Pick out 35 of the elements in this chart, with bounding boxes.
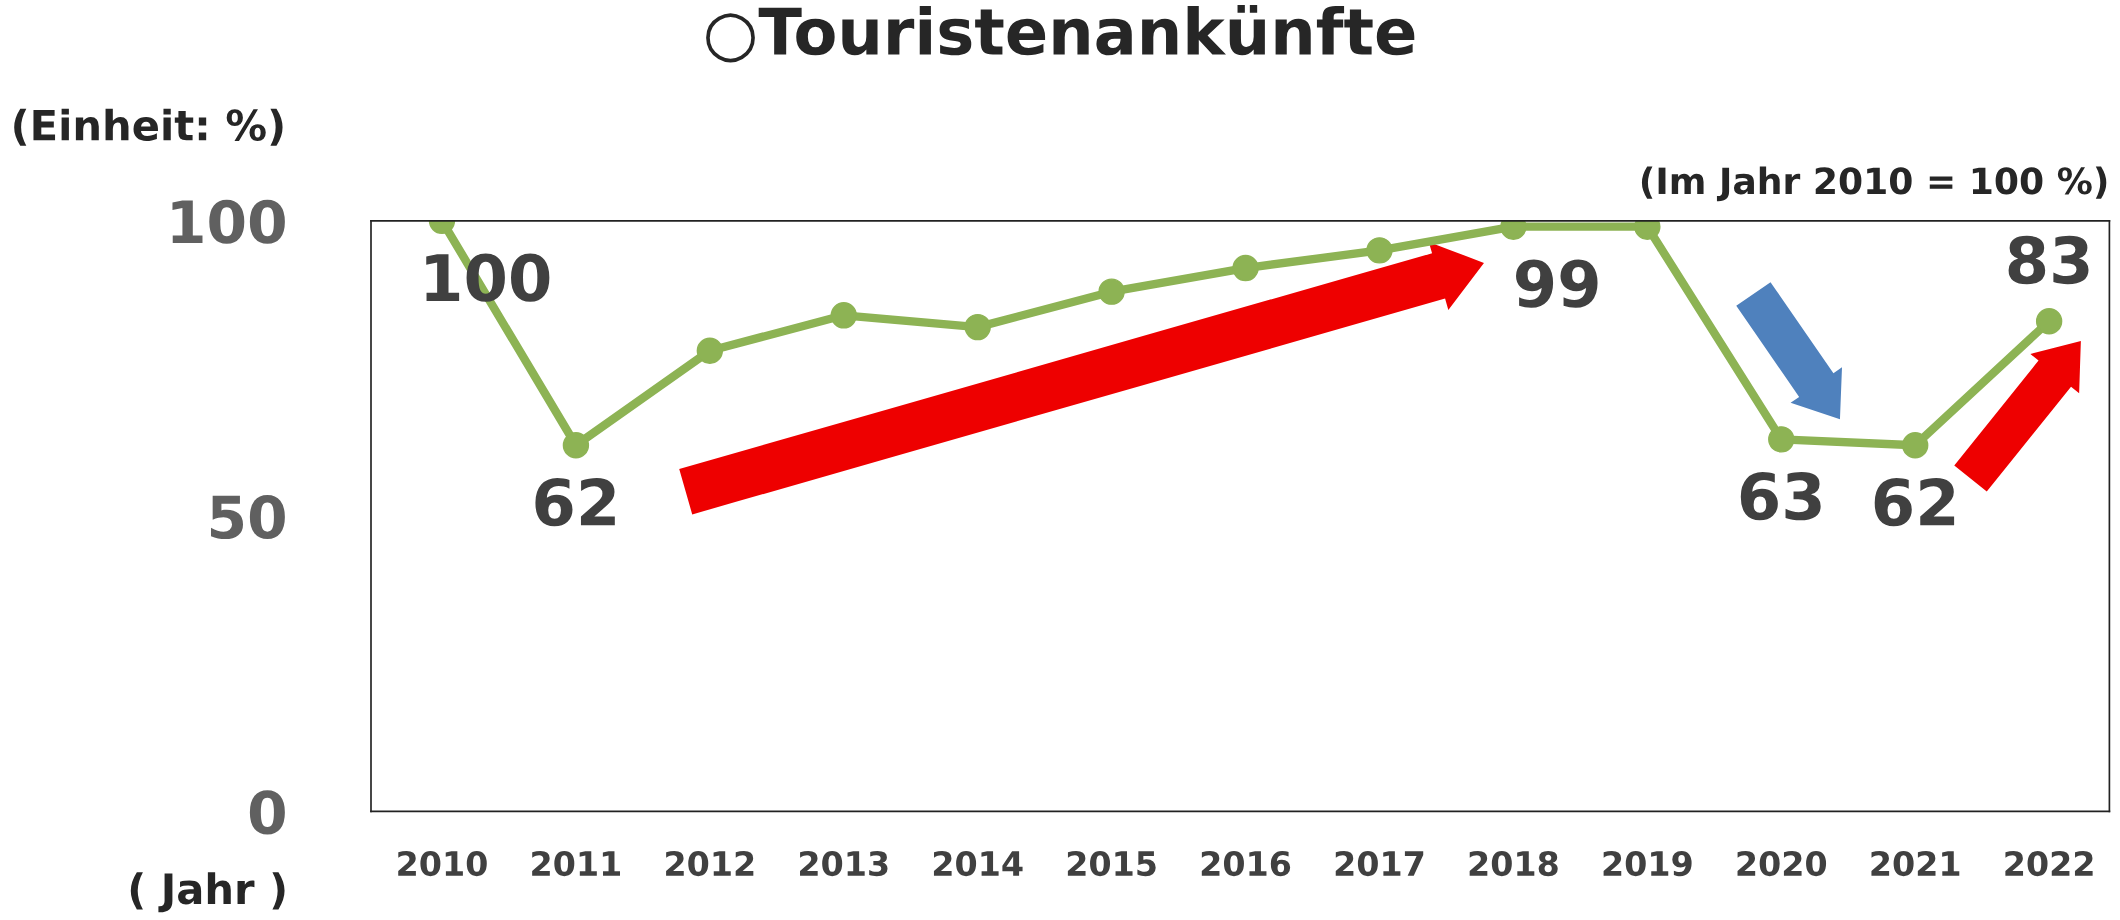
x-tick-label: 2014 [933, 850, 1023, 877]
data-label: 63 [1740, 472, 1821, 521]
x-tick-label: 2017 [1335, 850, 1424, 877]
x-axis-title: ( Jahr ) [130, 872, 285, 913]
x-tick-label: 2011 [532, 850, 621, 877]
point [1768, 426, 1795, 453]
x-tick-label: 2013 [800, 850, 888, 877]
data-label: 62 [535, 477, 615, 527]
data-label: 62 [1874, 477, 1955, 527]
point [562, 432, 590, 459]
text: (Im Jahr 2010 = 100 %) [1641, 166, 2107, 202]
x-tick-label: 2012 [666, 850, 754, 877]
x-tick-label: 2022 [2005, 850, 2093, 877]
x-tick-label: 2018 [1469, 850, 1558, 877]
point [964, 313, 991, 341]
point [1902, 432, 1929, 459]
point [1366, 237, 1393, 264]
x-tick-label: 2021 [1871, 850, 1960, 877]
x-tick-label: 2015 [1067, 850, 1156, 877]
x-tick-label: 2020 [1737, 850, 1827, 877]
point [1098, 278, 1125, 305]
x-tick-label: 2010 [398, 850, 487, 877]
data-label: 83 [2008, 235, 2089, 285]
point [2035, 308, 2063, 335]
point [696, 337, 724, 364]
y-tick-label: 50 [210, 494, 285, 540]
point [1232, 254, 1259, 282]
x-tick-label: 2016 [1201, 850, 1291, 877]
y-tick-label: 0 [249, 790, 285, 835]
chart-title: ○Touristenankünfte [706, 4, 1415, 63]
y-tick-label: 100 [172, 199, 285, 244]
point [830, 302, 857, 329]
x-tick-label: 2019 [1603, 850, 1692, 877]
data-label: 99 [1516, 259, 1598, 308]
y-axis-title: (Einheit: %) [14, 108, 283, 146]
